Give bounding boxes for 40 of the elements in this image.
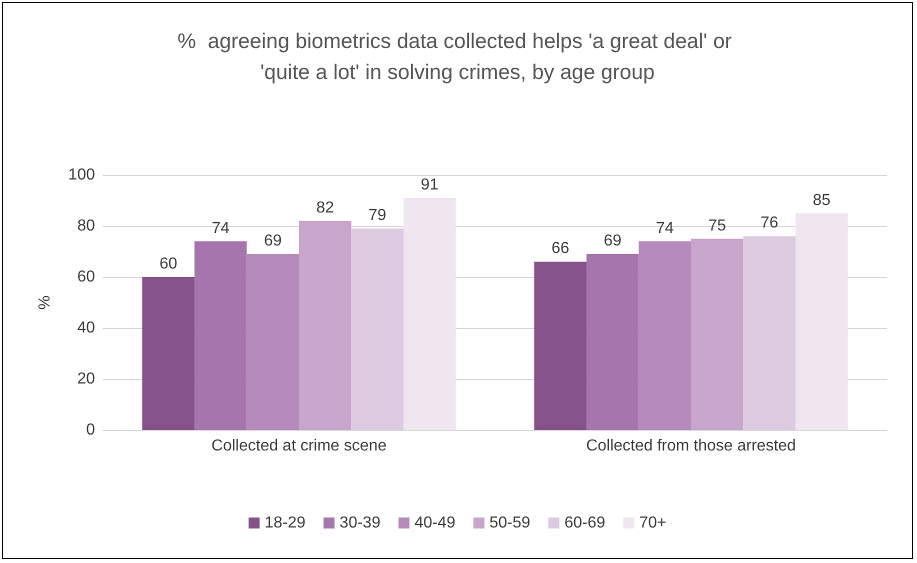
bar (796, 213, 848, 430)
legend-label: 50-59 (489, 514, 530, 532)
y-tick-label: 80 (77, 218, 96, 234)
data-label: 76 (760, 214, 778, 232)
bar (691, 238, 744, 430)
bar (534, 262, 586, 430)
y-tick-label: 100 (68, 166, 96, 184)
y-tick-label: 40 (77, 320, 96, 336)
legend-label: 40-49 (414, 514, 456, 532)
data-label: 69 (604, 232, 622, 250)
data-label: 85 (812, 192, 831, 209)
y-tick-label: 60 (77, 268, 96, 286)
data-label: 82 (316, 199, 334, 216)
bar (586, 254, 639, 430)
bar (194, 241, 247, 430)
y-tick-label: 0 (86, 422, 96, 438)
bar (351, 228, 404, 430)
legend-label: 30-39 (340, 514, 381, 532)
y-axis-title: % (36, 295, 54, 310)
data-label: 69 (264, 232, 282, 250)
bar (638, 241, 691, 430)
legend-label: 18-29 (264, 514, 306, 532)
y-tick-label: 20 (77, 370, 96, 388)
data-label: 79 (368, 207, 386, 224)
data-label: 60 (159, 256, 178, 272)
data-label: 75 (708, 217, 726, 234)
bar (299, 220, 352, 430)
x-tick-label: Collected at crime scene (211, 438, 387, 454)
x-tick-label: Collected from those arrested (586, 438, 796, 454)
data-label: 74 (212, 220, 230, 237)
bar (743, 236, 796, 430)
bar (246, 254, 299, 430)
chart-title: % agreeing biometrics data collected helps 'a great deal' or 'quite a lot' in solving crimes, by age group (177, 30, 738, 84)
bar (142, 277, 194, 430)
legend-label: 70+ (639, 514, 666, 532)
data-label: 66 (551, 240, 570, 258)
data-label: 74 (656, 220, 674, 237)
data-label: 91 (420, 176, 439, 194)
legend-label: 60-69 (564, 514, 606, 532)
bar (404, 198, 456, 430)
